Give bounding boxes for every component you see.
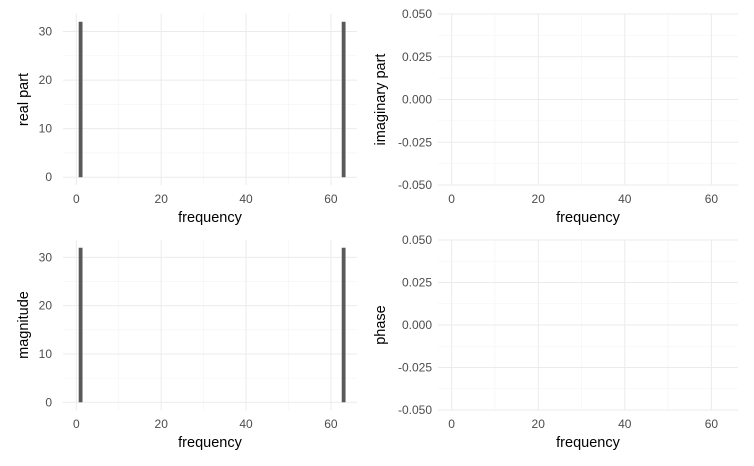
y-axis-title: imaginary part — [373, 54, 389, 146]
y-tick-label: 0.000 — [402, 93, 432, 107]
y-tick-label: 0.025 — [402, 50, 432, 64]
panel-magnitude: 0 20 40 60 0 10 20 30 frequency magnitude — [16, 240, 357, 451]
x-tick-label: 0 — [73, 417, 80, 431]
panel-real-part: 0 20 40 60 0 10 20 30 frequency real part — [16, 14, 357, 226]
x-tick-label: 40 — [239, 417, 253, 431]
x-axis-title: frequency — [556, 435, 620, 451]
x-tick-label: 60 — [705, 192, 719, 206]
y-tick-label: 30 — [39, 24, 53, 38]
y-axis-title: magnitude — [16, 291, 32, 359]
y-tick-label: 0.050 — [402, 7, 432, 21]
x-tick-label: 0 — [448, 417, 455, 431]
x-axis-title: frequency — [178, 210, 242, 226]
x-tick-label: 20 — [532, 192, 546, 206]
y-axis-title: phase — [373, 305, 389, 345]
y-tick-label: 0 — [45, 395, 52, 409]
panel-imaginary-part: 0 20 40 60 -0.050 -0.025 0.000 0.025 0.050 freque… — [373, 7, 738, 226]
x-axis-title: frequency — [556, 210, 620, 226]
x-tick-label: 20 — [155, 417, 169, 431]
x-tick-label: 20 — [532, 417, 546, 431]
y-tick-label: 0 — [45, 170, 52, 184]
y-tick-label: 0.025 — [402, 276, 432, 290]
x-tick-label: 60 — [324, 192, 338, 206]
y-tick-label: -0.050 — [398, 178, 432, 192]
x-tick-label: 40 — [618, 192, 632, 206]
x-tick-label: 0 — [448, 192, 455, 206]
x-tick-label: 20 — [155, 192, 169, 206]
bar — [341, 247, 346, 403]
x-tick-label: 60 — [705, 417, 719, 431]
y-tick-label: 0.000 — [402, 318, 432, 332]
bar — [341, 21, 346, 178]
x-tick-label: 40 — [618, 417, 632, 431]
y-tick-label: 20 — [39, 73, 53, 87]
x-axis-title: frequency — [178, 435, 242, 451]
bar — [78, 21, 83, 178]
y-tick-label: 10 — [39, 347, 53, 361]
y-tick-label: 30 — [39, 250, 53, 264]
y-tick-label: 0.050 — [402, 233, 432, 247]
x-tick-label: 60 — [324, 417, 338, 431]
x-tick-label: 0 — [73, 192, 80, 206]
panel-phase: 0 20 40 60 -0.050 -0.025 0.000 0.025 0.050 freque… — [373, 233, 738, 451]
y-tick-label: 10 — [39, 122, 53, 136]
x-tick-label: 40 — [239, 192, 253, 206]
y-tick-label: -0.050 — [398, 403, 432, 417]
y-tick-label: -0.025 — [398, 361, 432, 375]
y-tick-label: -0.025 — [398, 135, 432, 149]
y-axis-title: real part — [16, 73, 32, 126]
y-tick-label: 20 — [39, 299, 53, 313]
bar — [78, 247, 83, 403]
